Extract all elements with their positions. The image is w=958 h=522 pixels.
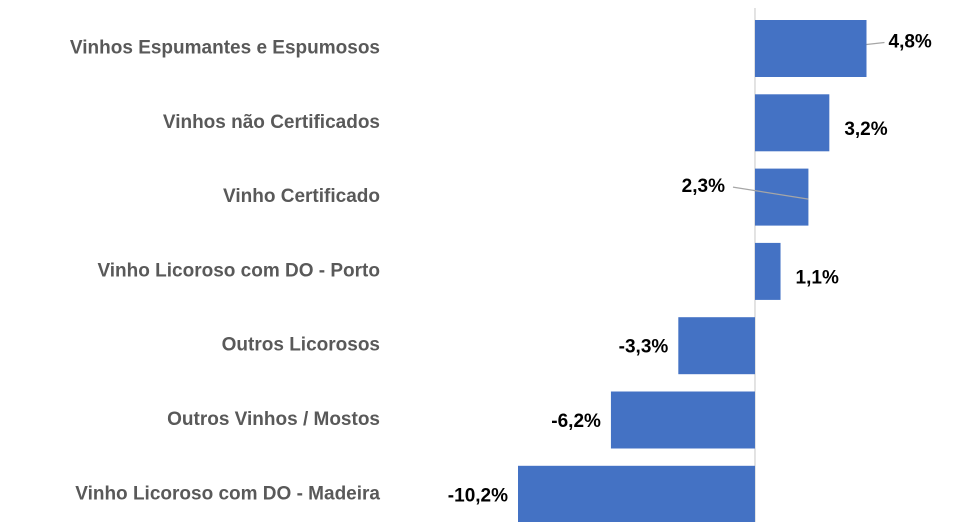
data-label: -6,2% — [551, 411, 601, 432]
bar — [754, 94, 830, 152]
category-label: Vinhos não Certificados — [163, 112, 380, 133]
data-label: -10,2% — [448, 485, 508, 506]
bar — [754, 242, 781, 300]
leader-line — [732, 186, 809, 200]
category-label: Outros Vinhos / Mostos — [167, 409, 380, 430]
data-label: 1,1% — [796, 267, 839, 288]
category-label: Vinho Certificado — [223, 186, 380, 207]
data-label: -3,3% — [619, 337, 669, 358]
data-label: 4,8% — [889, 32, 932, 53]
bar — [754, 168, 809, 226]
category-label: Outros Licorosos — [222, 335, 380, 356]
category-label: Vinho Licoroso com DO - Madeira — [75, 483, 380, 504]
category-label: Vinho Licoroso com DO - Porto — [97, 260, 380, 281]
bar — [518, 465, 755, 522]
bar — [678, 317, 755, 375]
leader-line — [866, 41, 885, 46]
category-label: Vinhos Espumantes e Espumosos — [70, 38, 380, 59]
data-label: 3,2% — [844, 119, 887, 140]
data-label: 2,3% — [682, 176, 725, 197]
bar — [754, 20, 867, 77]
bar — [610, 391, 755, 449]
